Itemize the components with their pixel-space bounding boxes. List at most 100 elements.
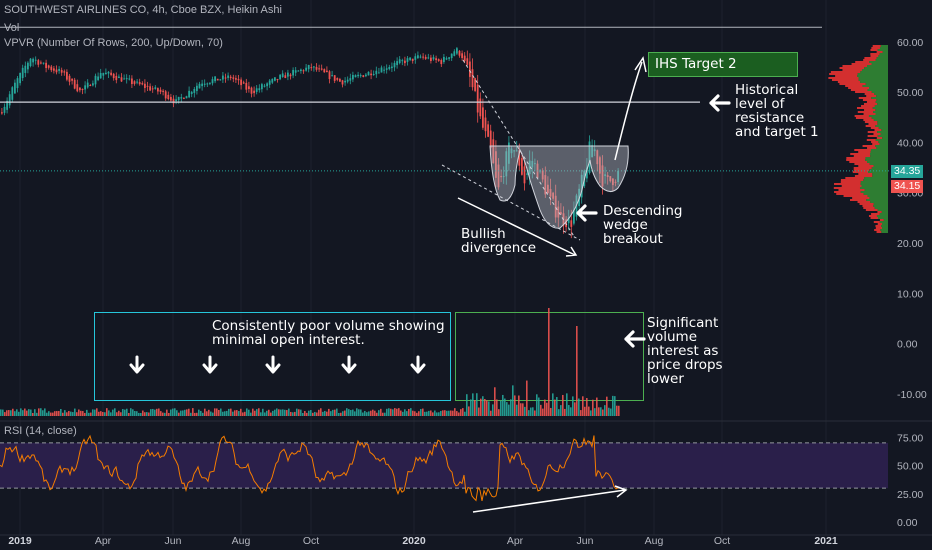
vpvr-up-bar — [868, 87, 888, 89]
candle-body — [300, 69, 302, 71]
vpvr-down-bar — [845, 85, 863, 87]
vpvr-up-bar — [877, 103, 888, 105]
candle-body — [266, 83, 268, 87]
volume-bar — [10, 410, 12, 416]
candle-body — [19, 72, 21, 84]
volume-bar — [470, 399, 472, 416]
candle-body — [58, 69, 60, 71]
candle-body — [375, 70, 378, 75]
vpvr-down-bar — [838, 189, 865, 191]
volume-bar — [22, 410, 24, 416]
volume-bar — [152, 408, 154, 416]
volume-bar — [64, 410, 66, 416]
vpvr-up-bar — [860, 183, 888, 185]
candle-body — [601, 165, 604, 187]
volume-bar — [256, 409, 258, 416]
annotation-boxes — [94, 52, 798, 401]
vpvr-indicator-label[interactable]: VPVR (Number Of Rows, 200, Up/Down, 70) — [4, 37, 223, 49]
candle-body — [255, 88, 258, 92]
x-tick-label: Jun — [165, 535, 182, 547]
vpvr-down-bar — [852, 197, 870, 199]
volume-bar — [370, 410, 372, 416]
volume-bar — [76, 412, 78, 416]
volume-bar — [204, 408, 206, 416]
volume-bar — [338, 412, 340, 416]
volume-bar — [48, 411, 50, 416]
candle-body — [229, 76, 232, 79]
volume-bar — [270, 412, 272, 416]
vol-indicator-label[interactable]: Vol — [4, 22, 20, 34]
rsi-tick-label: 75.00 — [897, 432, 923, 444]
candle-body — [315, 66, 318, 70]
vpvr-down-bar — [848, 87, 869, 89]
candle-body — [185, 96, 188, 99]
volume-bar — [450, 410, 452, 416]
candle-body — [281, 73, 284, 78]
volume-bar — [540, 404, 542, 416]
candle-body — [484, 117, 487, 132]
volume-bar — [484, 398, 486, 416]
volume-bar — [88, 412, 90, 416]
candle-body — [16, 78, 19, 89]
volume-bar — [70, 411, 72, 416]
candle-body — [448, 57, 450, 59]
volume-bar — [498, 409, 500, 416]
candle-body — [461, 53, 463, 58]
volume-bar — [36, 412, 38, 416]
candle-body — [136, 81, 138, 83]
vpvr-up-bar — [862, 85, 888, 87]
volume-bar — [524, 406, 526, 416]
candle-body — [118, 76, 120, 79]
candle-body — [146, 85, 149, 87]
volume-bar — [426, 411, 428, 416]
vpvr-up-bar — [870, 201, 888, 203]
bullish-line-1: Bullish — [461, 226, 506, 242]
volume-bar — [82, 411, 84, 416]
vpvr-up-bar — [875, 125, 888, 127]
vpvr-down-bar — [876, 51, 883, 53]
vpvr-up-bar — [877, 49, 888, 51]
significant-line-4: price drops — [647, 357, 723, 373]
vpvr-down-bar — [870, 217, 878, 219]
candle-body — [445, 58, 448, 60]
candles — [1, 46, 619, 239]
candle-body — [541, 170, 544, 180]
candle-body — [27, 62, 29, 70]
vpvr-up-bar — [879, 53, 888, 55]
volume-bar — [548, 308, 550, 416]
candle-body — [237, 78, 240, 81]
candle-body — [294, 70, 297, 73]
chart-title[interactable]: SOUTHWEST AIRLINES CO, 4h, Cboe BZX, Hei… — [4, 4, 282, 16]
vpvr-up-bar — [861, 69, 888, 71]
vpvr-up-bar — [871, 91, 888, 93]
volume-bar — [424, 411, 426, 416]
candle-body — [313, 66, 315, 68]
candle-body — [112, 73, 115, 79]
candle-body — [318, 68, 320, 70]
vpvr-down-bar — [868, 215, 877, 217]
volume-bar — [288, 408, 290, 416]
volume-bar — [358, 409, 360, 416]
volume-bar — [134, 410, 136, 416]
vpvr-down-bar — [858, 165, 874, 167]
volume-bar — [460, 409, 462, 416]
volume-bar — [200, 410, 202, 416]
volume-bar — [114, 408, 116, 416]
vpvr-down-bar — [871, 47, 880, 49]
volume-bar — [542, 408, 544, 416]
ihs-target-box — [648, 52, 798, 77]
volume-bar — [272, 410, 274, 416]
volume-bar — [574, 402, 576, 416]
vpvr-up-bar — [870, 151, 888, 153]
volume-bar — [336, 408, 338, 416]
candle-body — [107, 71, 110, 74]
descending-line-2: wedge — [603, 217, 648, 233]
candle-body — [547, 184, 549, 194]
candle-body — [534, 163, 536, 165]
volume-bar — [26, 410, 28, 416]
volume-bar — [374, 410, 376, 416]
volume-bar — [466, 394, 468, 416]
historical-line-3: resistance — [735, 110, 805, 126]
candle-body — [354, 75, 357, 78]
rsi-indicator-label[interactable]: RSI (14, close) — [4, 425, 77, 437]
